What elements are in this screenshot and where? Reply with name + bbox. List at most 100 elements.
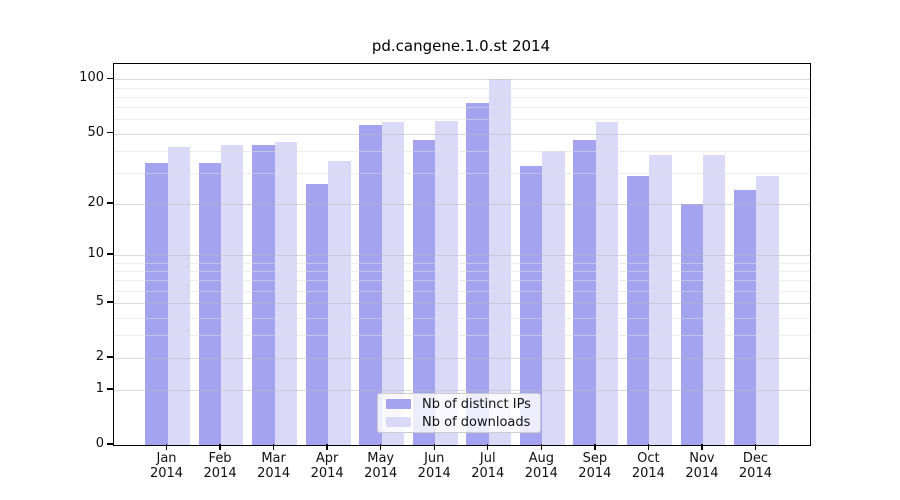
month-label: Jan [156, 451, 177, 466]
y-axis-tick-label: 100 [79, 70, 104, 86]
gridline-minor [114, 317, 810, 319]
year-label: 2014 [310, 466, 344, 481]
legend: Nb of distinct IPs Nb of downloads [377, 393, 541, 433]
y-axis-tick-label: 1 [95, 381, 104, 397]
bar-downloads [702, 154, 726, 445]
x-tick-mark [594, 444, 596, 450]
x-axis-tick-label: Feb 2014 [188, 451, 252, 481]
x-axis-tick-label: Jan 2014 [135, 451, 199, 481]
bar-downloads [756, 175, 779, 445]
gridline-major [114, 303, 810, 305]
year-label: 2014 [417, 466, 451, 481]
bar-distinct-ips [573, 140, 596, 445]
y-tick-mark [107, 131, 114, 134]
bar-distinct-ips [412, 140, 436, 445]
gridline-major [114, 203, 810, 205]
x-tick-mark [379, 444, 382, 450]
gridline-minor [114, 270, 810, 272]
x-tick-mark [647, 444, 650, 450]
legend-swatch-downloads [386, 417, 411, 427]
y-axis-tick-label: 10 [87, 246, 104, 262]
gridline-major [114, 255, 810, 257]
x-axis-tick-label: Jul 2014 [456, 451, 520, 481]
bar-distinct-ips [734, 190, 757, 445]
year-label: 2014 [631, 466, 665, 481]
bar-distinct-ips [680, 203, 703, 445]
gridline-minor [114, 335, 810, 337]
bar-downloads [167, 147, 190, 445]
gridline-major [114, 390, 810, 392]
y-tick-mark [107, 356, 114, 358]
y-tick-mark [107, 253, 114, 255]
y-tick-mark [107, 301, 114, 303]
x-axis-tick-label: Jun 2014 [402, 451, 466, 481]
gridline-minor [114, 172, 810, 174]
month-label: Feb [208, 451, 232, 466]
bar-distinct-ips [466, 103, 489, 445]
month-label: Jun [424, 451, 445, 466]
x-axis-tick-label: Dec 2014 [723, 451, 787, 481]
y-tick-mark [107, 443, 114, 445]
bar-distinct-ips [198, 163, 222, 445]
x-tick-mark [540, 444, 542, 450]
year-label: 2014 [471, 466, 505, 481]
x-tick-mark [701, 444, 703, 450]
plot-area [113, 63, 811, 446]
gridline-minor [114, 107, 810, 109]
gridline-minor [114, 119, 810, 121]
x-tick-mark [219, 444, 221, 450]
bar-distinct-ips [305, 183, 329, 445]
legend-label-downloads: Nb of downloads [422, 414, 531, 430]
gridline-major [114, 357, 810, 359]
x-tick-mark [165, 444, 168, 450]
year-label: 2014 [578, 466, 612, 481]
month-label: Nov [689, 451, 715, 466]
year-label: 2014 [524, 466, 558, 481]
x-axis-tick-label: Aug 2014 [509, 451, 573, 481]
month-label: Dec [742, 451, 769, 466]
x-tick-mark [754, 444, 757, 450]
x-tick-mark [487, 444, 489, 450]
x-tick-mark [326, 444, 328, 450]
bar-distinct-ips [519, 165, 543, 445]
bar-downloads [542, 150, 565, 445]
bar-downloads [221, 145, 244, 445]
bar-downloads [649, 154, 672, 445]
legend-swatch-distinct-ips [386, 399, 411, 409]
gridline-major [114, 79, 810, 81]
legend-label-distinct-ips: Nb of distinct IPs [422, 396, 531, 412]
month-label: Mar [261, 451, 286, 466]
legend-item-downloads: Nb of downloads [378, 414, 540, 430]
y-tick-mark [107, 202, 114, 204]
legend-item-distinct-ips: Nb of distinct IPs [378, 396, 540, 412]
y-axis-tick-label: 20 [87, 194, 104, 210]
x-axis-tick-label: Nov 2014 [670, 451, 734, 481]
x-axis-tick-label: May 2014 [349, 451, 413, 481]
y-axis-tick-label: 5 [95, 294, 104, 310]
month-label: Oct [637, 451, 660, 466]
x-axis-tick-label: Mar 2014 [242, 451, 306, 481]
gridline-minor [114, 150, 810, 152]
y-axis-tick-label: 50 [87, 124, 104, 140]
month-label: Jul [479, 451, 496, 466]
bar-downloads [274, 141, 297, 445]
x-tick-mark [433, 444, 435, 450]
gridline-major [114, 133, 810, 135]
gridline-minor [114, 96, 810, 98]
x-axis-tick-label: Oct 2014 [616, 451, 680, 481]
y-tick-mark [107, 388, 114, 390]
year-label: 2014 [257, 466, 291, 481]
x-axis-tick-label: Sep 2014 [563, 451, 627, 481]
year-label: 2014 [203, 466, 237, 481]
y-tick-mark [107, 77, 114, 80]
bar-distinct-ips [145, 163, 168, 445]
year-label: 2014 [685, 466, 719, 481]
x-tick-mark [272, 444, 275, 450]
gridline-minor [114, 87, 810, 89]
bar-distinct-ips [626, 175, 650, 445]
bar-downloads [381, 122, 405, 445]
year-label: 2014 [364, 466, 398, 481]
y-axis-tick-label: 2 [95, 348, 104, 364]
gridline-minor [114, 280, 810, 282]
chart-title: pd.cangene.1.0.st 2014 [371, 37, 551, 55]
